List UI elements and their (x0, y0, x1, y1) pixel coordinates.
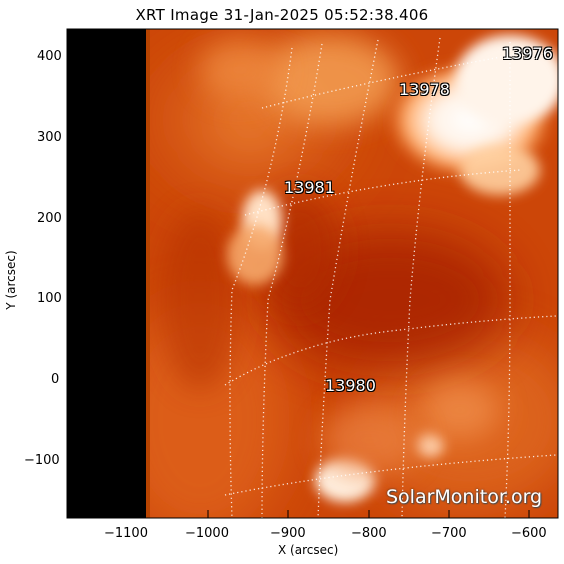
axis-ticks (67, 56, 530, 518)
region-label-13980: 13980 (325, 376, 376, 395)
x-axis-label: X (arcsec) (278, 543, 339, 557)
heliographic-grid (224, 37, 557, 518)
x-tick-label: −1100 (104, 526, 148, 541)
x-tick-label: −600 (511, 526, 547, 541)
x-tick-label: −900 (270, 526, 306, 541)
y-tick-label: −100 (24, 453, 60, 468)
y-tick-label: 300 (37, 130, 62, 145)
y-axis-label-wrap: Y (arcsec) (0, 230, 22, 330)
xrt-image (67, 29, 558, 518)
plot-frame (66, 28, 559, 519)
y-tick-label: 400 (37, 49, 62, 64)
y-tick-label: 0 (51, 372, 60, 387)
region-label-13978: 13978 (399, 80, 450, 99)
region-label-13976: 13976 (502, 44, 553, 63)
figure-title: XRT Image 31-Jan-2025 05:52:38.406 (135, 6, 429, 24)
y-axis-label: Y (arcsec) (4, 250, 18, 310)
y-tick-label: 100 (37, 291, 62, 306)
x-tick-label: −1000 (185, 526, 229, 541)
solarmonitor-watermark: SolarMonitor.org (386, 486, 543, 508)
region-label-13981: 13981 (284, 178, 335, 197)
x-tick-label: −800 (351, 526, 387, 541)
x-tick-label: −700 (431, 526, 467, 541)
y-tick-label: 200 (37, 211, 62, 226)
